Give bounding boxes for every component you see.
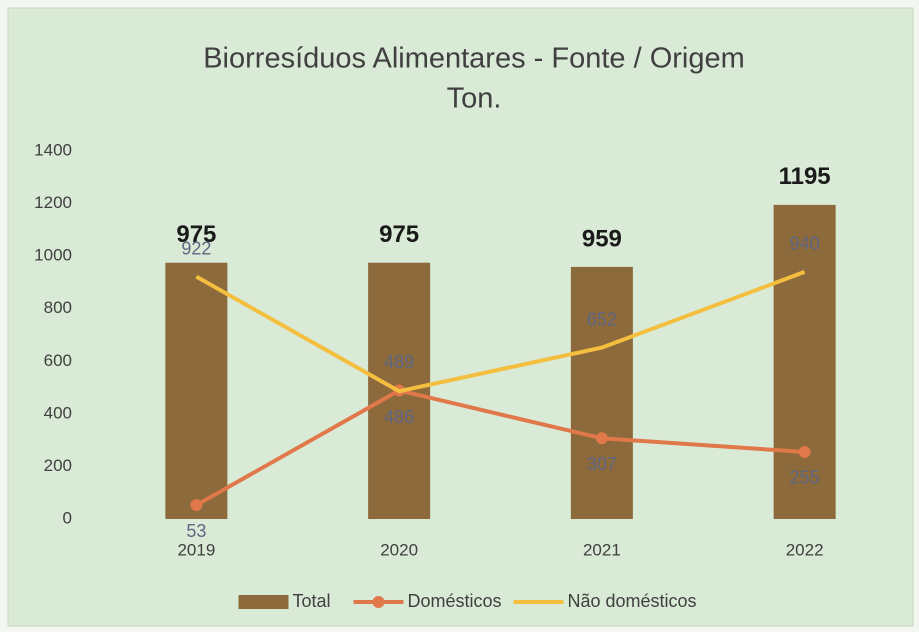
line-value-label: 486 (384, 407, 414, 427)
y-tick-label: 800 (44, 298, 72, 317)
x-tick-label: 2021 (583, 540, 621, 559)
bar-value-label: 975 (176, 221, 216, 248)
line-marker (595, 432, 608, 445)
chart-subtitle: Ton. (447, 83, 502, 115)
bar-value-label: 1195 (779, 163, 831, 190)
x-tick-label: 2022 (786, 540, 824, 559)
legend-marker (372, 596, 385, 608)
line-value-label: 940 (790, 234, 820, 254)
y-tick-label: 1400 (34, 140, 72, 159)
bar (773, 204, 836, 519)
bar-value-label: 975 (379, 221, 419, 248)
x-tick-label: 2019 (177, 540, 215, 559)
y-tick-label: 200 (44, 456, 72, 475)
line-value-label: 255 (790, 468, 820, 488)
y-tick-label: 0 (63, 508, 72, 527)
line-value-label: 489 (384, 352, 414, 372)
line-marker (798, 445, 811, 458)
line (195, 270, 806, 394)
legend-swatch (238, 595, 289, 609)
line-value-label: 922 (181, 238, 211, 258)
line-marker (190, 499, 203, 512)
legend-label: Não domésticos (568, 591, 697, 611)
y-tick-label: 1000 (34, 246, 72, 265)
line (195, 388, 805, 507)
y-tick-label: 600 (44, 351, 72, 370)
line-value-label: 307 (587, 454, 617, 474)
line-value-label: 53 (186, 521, 206, 541)
y-tick-label: 400 (44, 403, 72, 422)
x-tick-label: 2020 (380, 540, 418, 559)
line-value-label: 652 (587, 309, 617, 329)
bar (570, 266, 633, 519)
legend-label: Domésticos (408, 591, 502, 611)
legend-label: Total (293, 591, 331, 611)
bar-value-label: 959 (582, 225, 622, 252)
chart-background (7, 7, 914, 627)
y-tick-label: 1200 (34, 193, 72, 212)
bar (165, 262, 228, 519)
chart-title: Biorresíduos Alimentares - Fonte / Orige… (203, 43, 745, 75)
